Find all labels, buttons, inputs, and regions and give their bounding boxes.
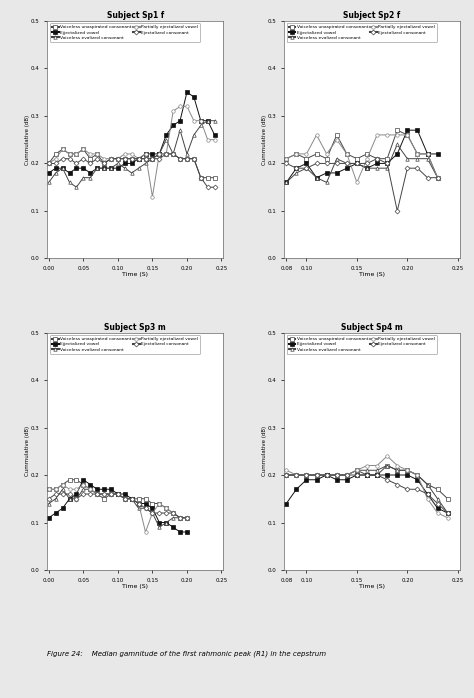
Y-axis label: Cummulative (dB): Cummulative (dB) [262, 426, 266, 476]
Legend: Voiceless unaspirated consonant, Ejjectalized vowel, Voiceless evalized consonan: Voiceless unaspirated consonant, Ejjecta… [286, 23, 437, 42]
Title: Subject Sp2 f: Subject Sp2 f [344, 11, 401, 20]
Legend: Voiceless unaspirated consonant, Ejjectalized vowel, Voiceless evalized consonan: Voiceless unaspirated consonant, Ejjecta… [50, 335, 201, 354]
X-axis label: Time (S): Time (S) [122, 584, 148, 589]
Title: Subject Sp3 m: Subject Sp3 m [104, 322, 166, 332]
X-axis label: Time (S): Time (S) [359, 584, 385, 589]
Y-axis label: Cummulative (dB): Cummulative (dB) [25, 114, 29, 165]
X-axis label: Time (S): Time (S) [122, 272, 148, 277]
Y-axis label: Cummulative (dB): Cummulative (dB) [262, 114, 266, 165]
Title: Subject Sp4 m: Subject Sp4 m [341, 322, 403, 332]
X-axis label: Time (S): Time (S) [359, 272, 385, 277]
Text: Figure 24:    Median gamnitude of the first rahmonic peak (R1) in the cepstrum: Figure 24: Median gamnitude of the first… [47, 651, 327, 657]
Title: Subject Sp1 f: Subject Sp1 f [107, 11, 164, 20]
Legend: Voiceless unaspirated consonant, Ejjectalized vowel, Voiceless evalized consonan: Voiceless unaspirated consonant, Ejjecta… [50, 23, 201, 42]
Legend: Voiceless unaspirated consonant, Ejjectalized vowel, Voiceless evalized consonan: Voiceless unaspirated consonant, Ejjecta… [286, 335, 437, 354]
Y-axis label: Cummulative (dB): Cummulative (dB) [25, 426, 29, 476]
